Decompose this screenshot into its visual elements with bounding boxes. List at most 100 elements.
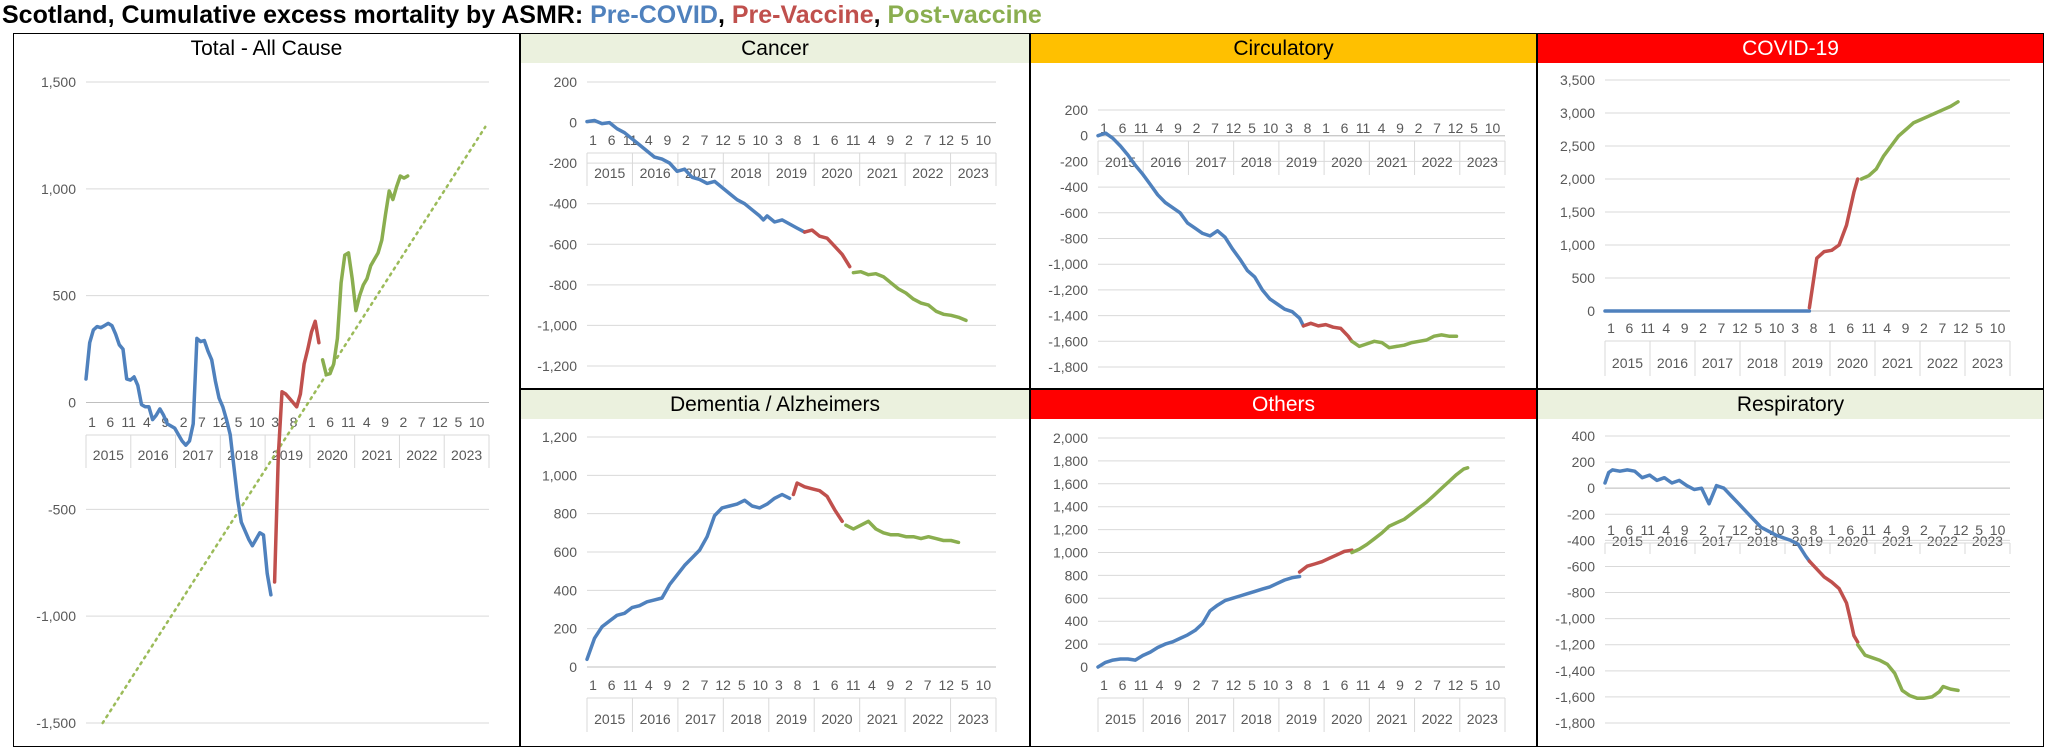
y-tick-label: 200 bbox=[554, 621, 578, 637]
x-tick-label: 10 bbox=[1263, 677, 1279, 693]
y-tick-label: 0 bbox=[68, 395, 76, 411]
x-tick-label: 2 bbox=[682, 677, 690, 693]
x-tick-label: 6 bbox=[608, 132, 616, 148]
year-label: 2015 bbox=[594, 711, 625, 727]
y-tick-label: -1,200 bbox=[1555, 637, 1595, 653]
year-label: 2016 bbox=[640, 165, 671, 181]
year-label: 2021 bbox=[867, 711, 898, 727]
x-tick-label: 7 bbox=[1938, 320, 1946, 336]
x-tick-label: 10 bbox=[469, 414, 485, 430]
x-tick-label: 7 bbox=[1433, 677, 1441, 693]
x-tick-label: 6 bbox=[1341, 120, 1349, 136]
trendline bbox=[101, 125, 487, 725]
year-label: 2015 bbox=[93, 447, 124, 463]
x-tick-label: 8 bbox=[290, 414, 298, 430]
x-tick-label: 6 bbox=[1626, 320, 1634, 336]
x-tick-label: 12 bbox=[938, 132, 954, 148]
x-tick-label: 1 bbox=[1322, 120, 1330, 136]
series-line-post-vaccine bbox=[1350, 466, 1470, 555]
series-line-post-vaccine bbox=[844, 519, 961, 545]
x-tick-label: 2 bbox=[1699, 320, 1707, 336]
chart-dementia: Dementia / Alzheimers 1,200 1,000 800 600 400… bbox=[520, 389, 1030, 747]
y-tick-label: -1,400 bbox=[1048, 308, 1088, 324]
x-tick-label: 1 bbox=[589, 132, 597, 148]
x-tick-label: 10 bbox=[1769, 320, 1785, 336]
y-tick-label: 1,500 bbox=[41, 74, 76, 90]
x-tick-label: 6 bbox=[1119, 677, 1127, 693]
year-label: 2022 bbox=[1927, 533, 1958, 549]
x-tick-label: 7 bbox=[701, 677, 709, 693]
x-tick-label: 2 bbox=[1415, 120, 1423, 136]
chart-border bbox=[13, 33, 520, 747]
x-tick-label: 7 bbox=[1718, 522, 1726, 538]
year-label: 2016 bbox=[640, 711, 671, 727]
x-tick-label: 7 bbox=[924, 132, 932, 148]
year-label: 2021 bbox=[1882, 355, 1913, 371]
chart-border bbox=[1030, 389, 1537, 747]
year-label: 2015 bbox=[594, 165, 625, 181]
year-label: 2018 bbox=[1747, 355, 1778, 371]
year-label: 2019 bbox=[776, 711, 807, 727]
y-tick-label: 0 bbox=[1080, 659, 1088, 675]
x-tick-label: 11 bbox=[1861, 522, 1876, 538]
chart-header bbox=[1031, 34, 1536, 63]
x-tick-label: 11 bbox=[623, 677, 638, 693]
year-label: 2019 bbox=[776, 165, 807, 181]
x-tick-label: 12 bbox=[715, 132, 731, 148]
x-tick-label: 12 bbox=[1953, 522, 1969, 538]
x-tick-label: 6 bbox=[1846, 522, 1854, 538]
series-line-pre-vaccine bbox=[272, 319, 321, 584]
y-tick-label: -400 bbox=[549, 196, 577, 212]
x-tick-label: 2 bbox=[1193, 677, 1201, 693]
x-tick-label: 9 bbox=[663, 132, 671, 148]
x-tick-label: 2 bbox=[682, 132, 690, 148]
y-tick-label: 1,600 bbox=[1053, 476, 1088, 492]
y-tick-label: 400 bbox=[554, 582, 578, 598]
y-tick-label: 1,200 bbox=[542, 429, 577, 445]
y-tick-label: 1,000 bbox=[1053, 545, 1088, 561]
x-tick-label: 4 bbox=[363, 414, 371, 430]
x-tick-label: 10 bbox=[1485, 677, 1501, 693]
x-tick-label: 5 bbox=[1754, 320, 1762, 336]
year-label: 2017 bbox=[1195, 154, 1226, 170]
x-tick-label: 10 bbox=[1990, 320, 2006, 336]
year-label: 2020 bbox=[821, 711, 852, 727]
year-label: 2023 bbox=[1972, 355, 2003, 371]
y-tick-label: -600 bbox=[1567, 558, 1595, 574]
x-tick-label: 9 bbox=[1396, 120, 1404, 136]
x-tick-label: 10 bbox=[1485, 120, 1501, 136]
x-tick-label: 8 bbox=[794, 677, 802, 693]
chart-header bbox=[521, 390, 1029, 419]
y-tick-label: -800 bbox=[1567, 585, 1595, 601]
x-tick-label: 6 bbox=[1341, 677, 1349, 693]
year-label: 2016 bbox=[1150, 711, 1181, 727]
series-line-pre-covid bbox=[585, 118, 807, 234]
x-tick-label: 4 bbox=[143, 414, 151, 430]
y-tick-label: -1,600 bbox=[1555, 689, 1595, 705]
year-label: 2022 bbox=[1422, 711, 1453, 727]
year-label: 2023 bbox=[451, 447, 482, 463]
chart-total: Total - All Cause 1,500 1,000 500 0 -500 -1,00… bbox=[13, 33, 520, 747]
x-tick-label: 12 bbox=[1226, 677, 1242, 693]
x-tick-label: 10 bbox=[976, 132, 992, 148]
x-tick-label: 3 bbox=[1285, 120, 1293, 136]
x-tick-label: 2 bbox=[1920, 320, 1928, 336]
x-tick-label: 11 bbox=[341, 414, 356, 430]
x-tick-label: 1 bbox=[308, 414, 316, 430]
y-tick-label: 2,000 bbox=[1560, 171, 1595, 187]
year-label: 2021 bbox=[1376, 154, 1407, 170]
x-tick-label: 10 bbox=[753, 677, 769, 693]
chart-title: Others bbox=[1252, 393, 1315, 416]
x-tick-label: 11 bbox=[121, 414, 136, 430]
y-tick-label: -1,800 bbox=[1555, 715, 1595, 731]
year-label: 2021 bbox=[867, 165, 898, 181]
y-tick-label: -1,000 bbox=[537, 317, 577, 333]
y-tick-label: -800 bbox=[549, 277, 577, 293]
x-tick-label: 1 bbox=[812, 677, 820, 693]
x-tick-label: 5 bbox=[1248, 120, 1256, 136]
x-tick-label: 3 bbox=[1791, 522, 1799, 538]
x-tick-label: 5 bbox=[1754, 522, 1762, 538]
y-tick-label: 600 bbox=[554, 544, 578, 560]
series-line-post-vaccine bbox=[320, 174, 410, 377]
year-label: 2018 bbox=[1747, 533, 1778, 549]
